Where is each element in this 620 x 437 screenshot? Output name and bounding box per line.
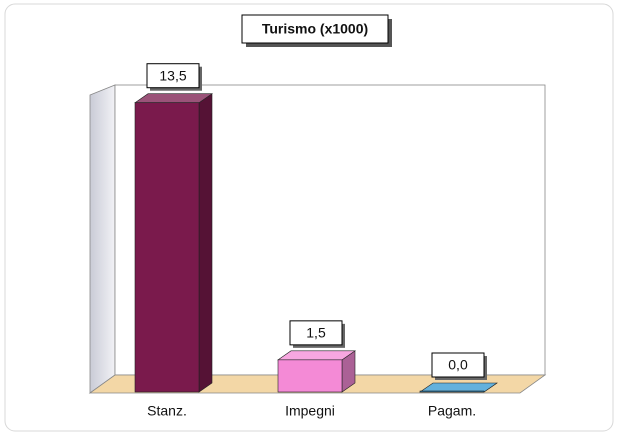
side-wall xyxy=(89,84,116,394)
title-box xyxy=(241,14,389,44)
bar xyxy=(419,390,485,393)
value-label-box xyxy=(146,63,200,89)
value-label: 0,0 xyxy=(448,357,468,373)
bar-top xyxy=(134,93,213,104)
x-tick-label: Pagam. xyxy=(428,403,476,419)
bar xyxy=(134,102,200,393)
value-label-box xyxy=(289,320,343,346)
value-label: 13,5 xyxy=(159,67,186,83)
bar-top xyxy=(277,350,356,361)
x-tick-label: Stanz. xyxy=(147,403,187,419)
value-label-box xyxy=(431,352,485,378)
bar xyxy=(277,359,343,393)
bar-top xyxy=(419,382,498,393)
chart-title: Turismo (x1000) xyxy=(262,21,368,37)
bar-side xyxy=(198,93,213,393)
x-tick-label: Impegni xyxy=(285,403,335,419)
value-label: 1,5 xyxy=(306,325,326,341)
